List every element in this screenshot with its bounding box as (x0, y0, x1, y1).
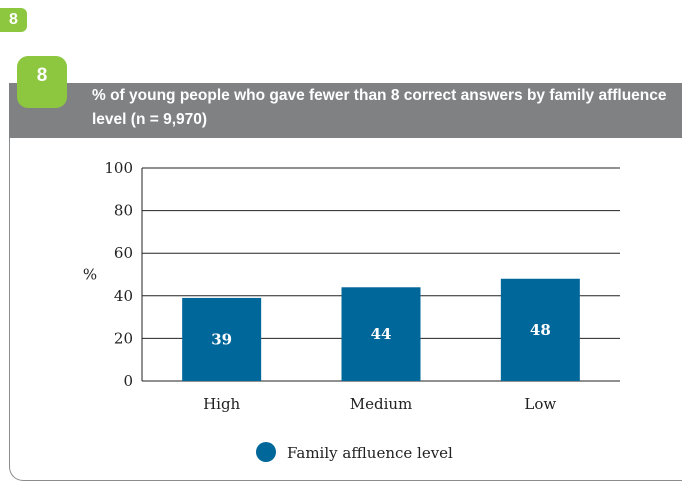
bar-medium (341, 287, 421, 381)
y-axis-label: % (83, 266, 97, 284)
bar-value-label: 48 (530, 321, 551, 339)
y-tick-label: 60 (114, 244, 133, 262)
figure-header (9, 83, 682, 138)
legend-marker (256, 442, 276, 462)
y-tick-label: 40 (114, 287, 133, 305)
bar-low (500, 278, 580, 381)
y-tick-label: 20 (114, 329, 133, 347)
bar-value-label: 44 (371, 325, 392, 343)
section-number-badge: 8 (0, 8, 27, 32)
bar-high (182, 297, 262, 381)
x-tick-label: High (203, 395, 240, 413)
y-tick-label: 100 (104, 159, 133, 177)
bar-value-label: 39 (211, 330, 232, 348)
x-tick-label: Low (524, 395, 556, 413)
figure-title: % of young people who gave fewer than 8 … (92, 87, 667, 128)
legend-label: Family affluence level (287, 444, 453, 462)
y-tick-label: 80 (114, 202, 133, 220)
figure-number-badge: 8 (17, 56, 67, 108)
y-tick-label: 0 (123, 372, 133, 390)
x-tick-label: Medium (350, 395, 413, 413)
